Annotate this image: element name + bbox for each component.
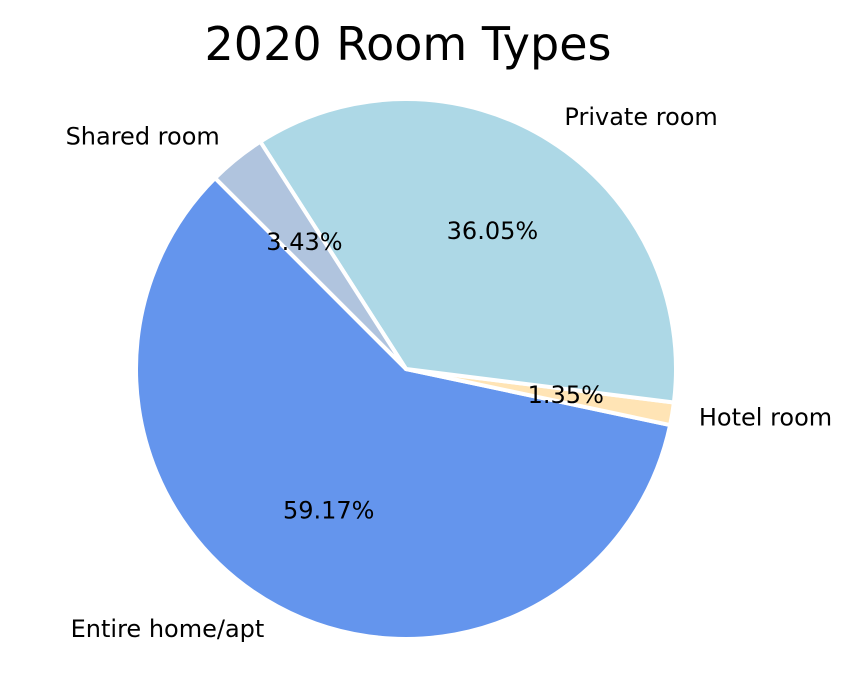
slice-percent-shared-room: 3.43%	[266, 228, 342, 256]
pie-slice-shared-room	[213, 139, 408, 371]
slice-label-hotel-room: Hotel room	[699, 403, 832, 431]
slice-percent-hotel-room: 1.35%	[528, 381, 604, 409]
slice-label-shared-room: Shared room	[66, 123, 220, 151]
pie-slice-entire-home-apt	[134, 176, 673, 641]
pie-slices	[134, 97, 678, 641]
pie-slice-private-room	[258, 97, 678, 405]
slice-label-private-room: Private room	[564, 103, 717, 131]
slice-percent-private-room: 36.05%	[447, 217, 539, 245]
pie-labels: Entire home/apt 59.17% Hotel room 1.35% Priv…	[66, 103, 833, 643]
slice-label-entire-home-apt: Entire home/apt	[71, 615, 265, 643]
slice-percent-entire-home-apt: 59.17%	[283, 496, 375, 524]
chart-title: 2020 Room Types	[205, 17, 612, 71]
